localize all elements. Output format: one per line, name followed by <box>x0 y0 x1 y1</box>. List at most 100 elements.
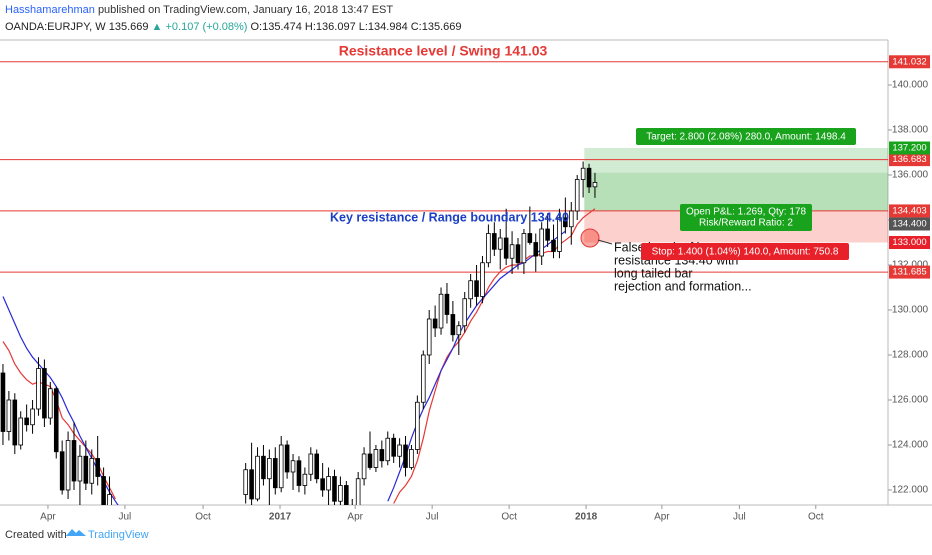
candle-body <box>278 444 284 489</box>
note-line: rejection and formation... <box>614 279 752 293</box>
y-tick-label: 138.000 <box>892 125 929 136</box>
price-tag <box>889 141 930 155</box>
note-line: long tailed bar <box>614 266 693 280</box>
candle-body <box>474 280 479 297</box>
price-tag <box>889 235 930 249</box>
candle-body <box>53 388 59 453</box>
x-tick-label: Oct <box>808 512 824 523</box>
candle-body <box>409 449 414 468</box>
candle-body <box>6 399 12 432</box>
pnl-label: Open P&L: 1.269, Qty: 178 <box>686 207 807 218</box>
author: Hasshamarehman <box>5 4 95 16</box>
candle-body <box>332 476 337 502</box>
plot <box>0 61 888 510</box>
candle-body <box>444 293 450 315</box>
y-tick-label: 132.000 <box>892 260 929 271</box>
candle-body <box>320 478 325 491</box>
price-tag-label: 141.032 <box>892 56 926 67</box>
candle-body <box>592 182 598 188</box>
swing-annotation: Resistance level / Swing 141.03 <box>339 43 548 59</box>
candle-body <box>468 280 473 300</box>
candle-body <box>95 458 100 477</box>
x-tick-label: Jul <box>426 512 439 523</box>
candle-body <box>48 388 53 419</box>
symbol-line: OANDA:EURJPY, W 135.669 ▲ +0.107 (+0.08%… <box>5 21 462 33</box>
footer-created: Created with <box>5 529 67 541</box>
x-tick-label: Apr <box>347 512 363 523</box>
candle-body <box>539 228 544 257</box>
candle-body <box>290 460 296 473</box>
candle-body <box>462 298 468 327</box>
x-tick-label: 2017 <box>269 512 292 523</box>
key-annotation: Key resistance / Range boundary 134.40 <box>330 210 569 224</box>
published: published on TradingView.com, January 16… <box>98 4 393 16</box>
ohlc: O:135.474 H:136.097 L:134.984 C:135.669 <box>251 21 462 33</box>
candle-body <box>272 458 278 489</box>
candle-body <box>521 233 527 264</box>
y-tick-label: 122.000 <box>892 485 929 496</box>
candle-body <box>326 476 331 491</box>
pointer <box>597 239 613 245</box>
price-tag <box>889 265 930 279</box>
candle-body <box>557 217 562 252</box>
price-tag-label: 131.685 <box>892 267 926 278</box>
candle-body <box>574 179 580 212</box>
x-tick-label: 2018 <box>575 512 598 523</box>
target-zone <box>584 147 888 211</box>
candle-body <box>65 440 71 491</box>
candle-body <box>551 239 556 252</box>
candle-body <box>296 460 302 486</box>
candle-body <box>350 508 354 510</box>
candle-body <box>243 469 248 495</box>
last-price-label: 134.400 <box>892 219 926 230</box>
candle-body <box>0 372 6 432</box>
candle-body <box>515 244 521 264</box>
price-tag <box>889 55 930 69</box>
symbol: OANDA:EURJPY, W <box>5 21 106 33</box>
candle-body <box>367 453 373 468</box>
x-tick-label: Oct <box>501 512 517 523</box>
price-tag-label: 133.000 <box>892 237 926 248</box>
footer-brand: TradingView <box>88 529 149 541</box>
candle-body <box>509 244 515 259</box>
candle-body <box>545 228 550 241</box>
candle-body <box>503 237 509 259</box>
y-tick-label: 140.000 <box>892 80 929 91</box>
candle-body <box>391 437 396 457</box>
candle-body <box>59 451 65 491</box>
candle-body <box>450 314 456 336</box>
y-tick-label: 136.000 <box>892 170 929 181</box>
candle-body <box>438 293 444 329</box>
candle-body <box>426 318 432 356</box>
candle-body <box>267 458 272 480</box>
candle-body <box>432 318 438 329</box>
candle-body <box>563 217 568 228</box>
price-tag <box>889 153 930 167</box>
candle-body <box>77 455 83 482</box>
candle-body <box>385 437 391 462</box>
candle-body <box>24 417 29 426</box>
stop-box <box>641 243 849 260</box>
candle-body <box>36 368 41 410</box>
candle-body <box>580 167 586 180</box>
candle-body <box>308 453 314 475</box>
candle-body <box>480 262 485 297</box>
price-tag-label: 134.403 <box>892 205 926 216</box>
y-tick-label: 130.000 <box>892 305 929 316</box>
candle-body <box>403 444 408 468</box>
price: 135.669 <box>109 21 149 33</box>
x-tick-label: Jul <box>733 512 746 523</box>
candle-body <box>492 233 497 250</box>
ratio-label: Risk/Reward Ratio: 2 <box>699 218 793 229</box>
price-tag-label: 136.683 <box>892 154 926 165</box>
x-tick-label: Jul <box>119 512 132 523</box>
candle-body <box>527 233 533 243</box>
candle-body <box>456 325 462 336</box>
candle-body <box>379 449 385 462</box>
candle-body <box>415 401 420 450</box>
candle-body <box>107 494 112 505</box>
candle-body <box>83 455 89 484</box>
candle-body <box>361 453 367 480</box>
candle-body <box>12 399 18 446</box>
